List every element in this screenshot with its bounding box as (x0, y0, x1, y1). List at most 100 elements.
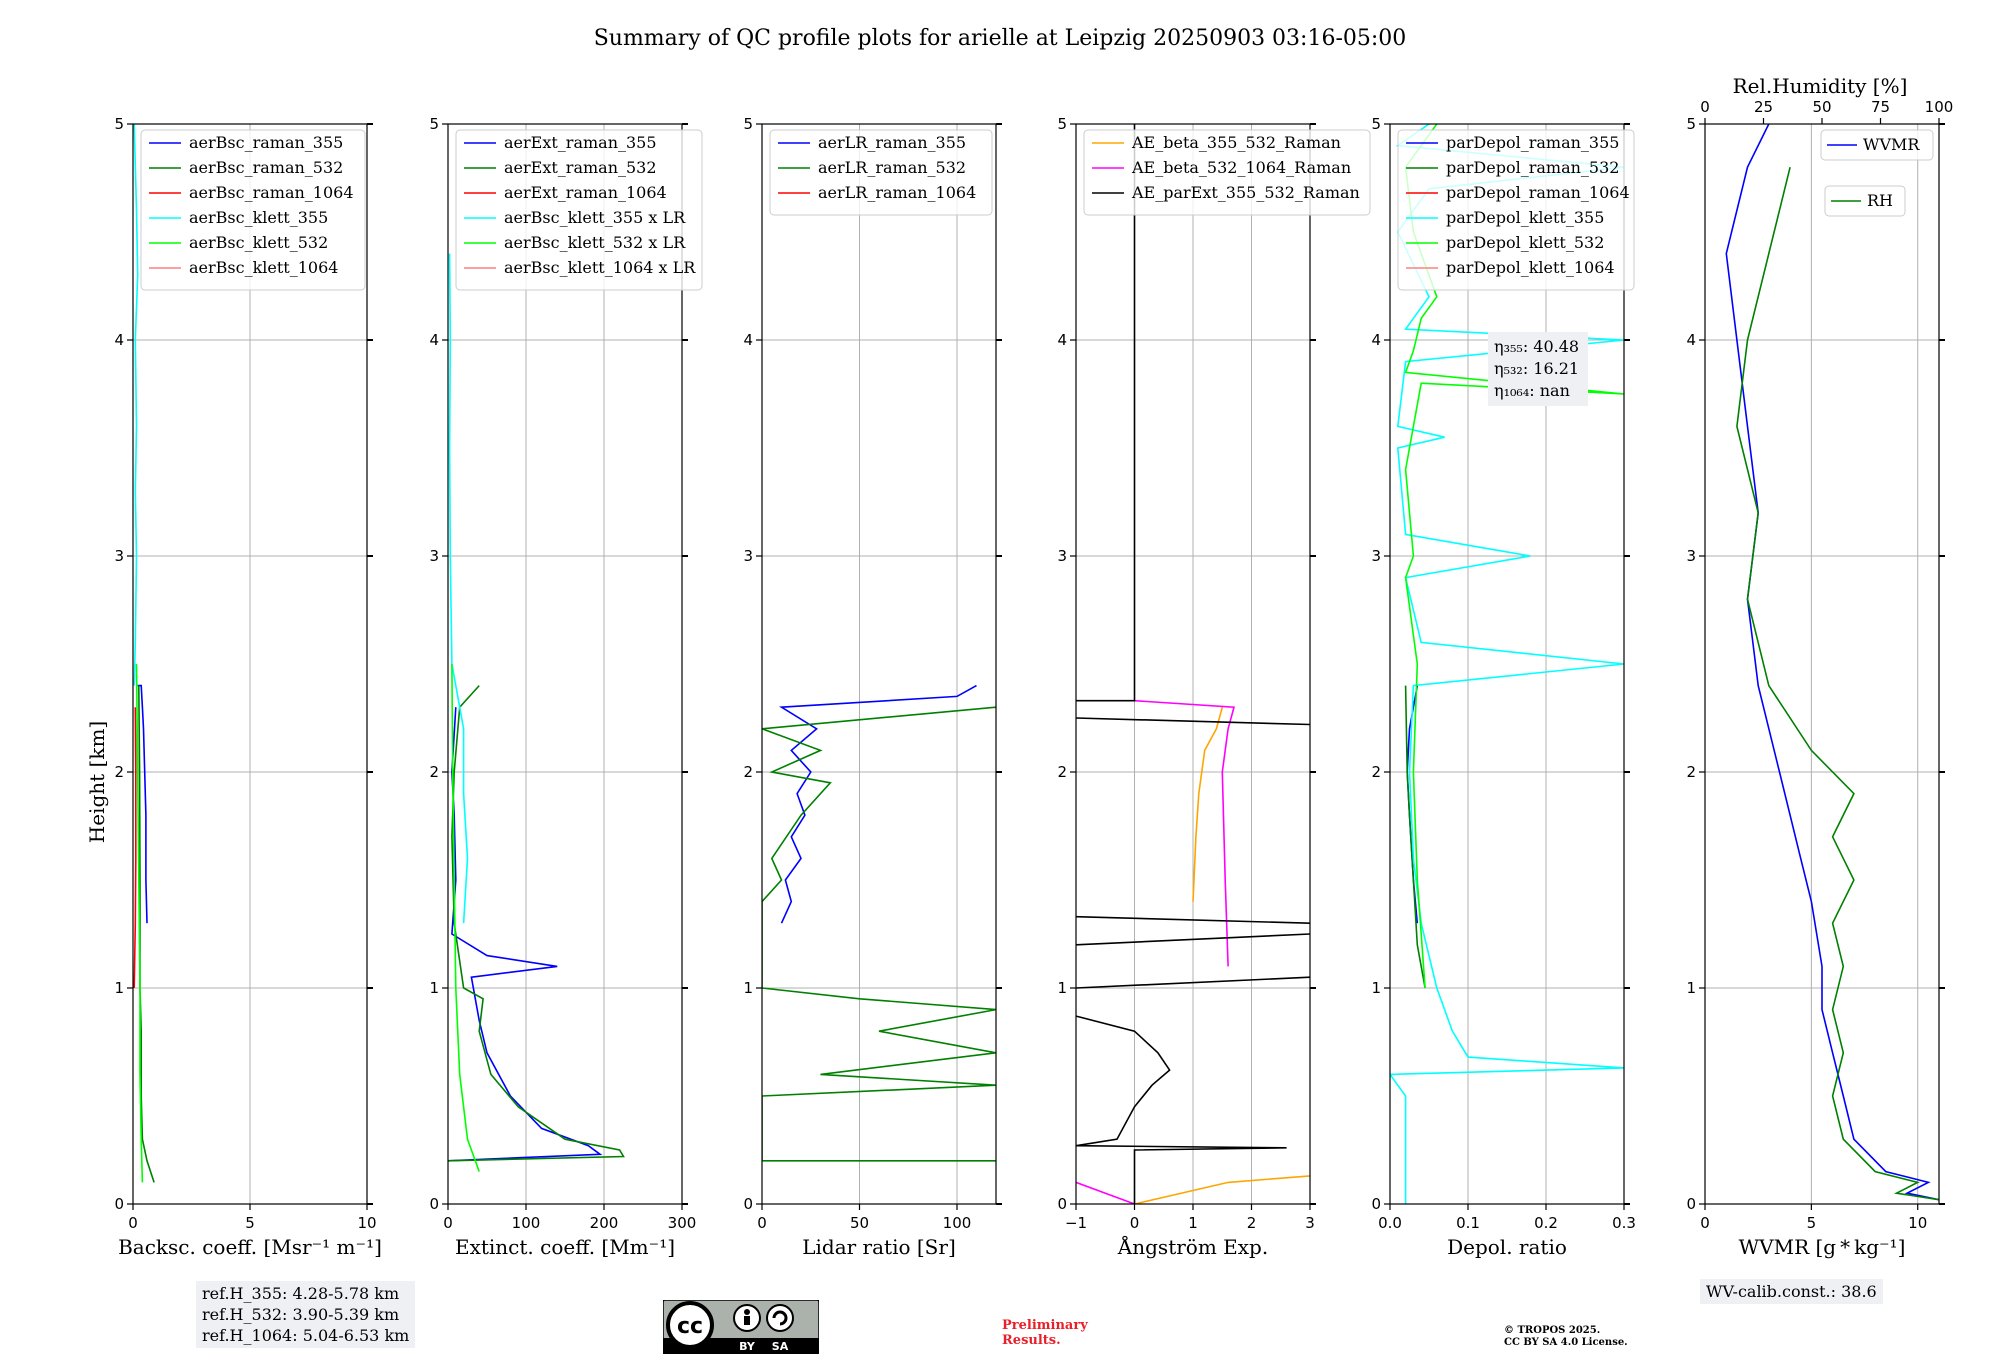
series-aerLR_raman_532 (762, 706, 996, 1162)
x-tick-label: 200 (590, 1214, 619, 1232)
x-tick-label: 0 (757, 1214, 767, 1232)
y-tick-label: 2 (114, 763, 124, 781)
legend-entry: aerBsc_klett_355 (189, 208, 328, 227)
legend-entry: WVMR (1863, 135, 1920, 154)
copyright-note: © TROPOS 2025. CC BY SA 4.0 License. (1504, 1325, 1628, 1349)
x2-tick-label: 25 (1754, 98, 1773, 116)
y-tick-label: 5 (429, 115, 439, 133)
y-tick-label: 2 (429, 763, 439, 781)
x-tick-label: 300 (668, 1214, 697, 1232)
chart-panel-5: 0.0 0.1 0.2 0.3 0 1 2 3 4 5 Depol. ratio parDepol_r… (1371, 115, 1635, 1259)
cc-text: cc (677, 1314, 703, 1339)
y-tick-label: 1 (429, 979, 439, 997)
y-tick-label: 0 (1057, 1195, 1067, 1213)
series-aerBsc_raman_1064 (133, 707, 137, 989)
legend: aerBsc_raman_355 aerBsc_raman_532 aerBsc_r… (140, 129, 366, 291)
series-AE_parExt_355_532_Raman (1076, 1015, 1287, 1204)
legend: aerLR_raman_355 aerLR_raman_532 aerLR_rama… (769, 129, 993, 216)
legend-entry: RH (1867, 191, 1893, 210)
x2-tick-label: 75 (1871, 98, 1890, 116)
ref-height-532: ref.H_532: 3.90-5.39 km (202, 1305, 400, 1324)
legend-entry: aerBsc_klett_1064 x LR (504, 258, 696, 277)
cc-logo-icon (666, 1301, 714, 1349)
ref-height-355: ref.H_355: 4.28-5.78 km (202, 1284, 400, 1303)
x-tick-label: −1 (1065, 1214, 1087, 1232)
sa-share-icon (766, 1304, 794, 1332)
series-aerBsc_klett_532 (135, 663, 144, 1183)
legend-entry: parDepol_raman_355 (1446, 133, 1619, 152)
x-tick-label: 10 (1908, 1214, 1927, 1232)
y-tick-label: 5 (743, 115, 753, 133)
y-tick-label: 1 (1686, 979, 1696, 997)
cc-by-sa-badge: cc BY SA (663, 1300, 819, 1354)
eta-annotation: η₁₀₆₄: nan (1494, 381, 1570, 400)
x-tick-label: 50 (850, 1214, 869, 1232)
x-tick-label: 0.1 (1456, 1214, 1480, 1232)
x-axis-label: Lidar ratio [Sr] (802, 1235, 956, 1259)
x-tick-label: 0 (1700, 1214, 1710, 1232)
eta-annotation: η₅₃₂: 16.21 (1494, 359, 1579, 378)
y-tick-label: 3 (1371, 547, 1381, 565)
y-tick-label: 2 (1057, 763, 1067, 781)
x2-tick-label: 0 (1700, 98, 1710, 116)
x-tick-label: 5 (245, 1214, 255, 1232)
series-WVMR (1725, 124, 1939, 1201)
by-text: BY (739, 1340, 756, 1353)
series-RH (1736, 167, 1939, 1201)
x2-axis-label: Rel.Humidity [%] (1733, 74, 1908, 98)
y-tick-label: 5 (1686, 115, 1696, 133)
legend-entry: aerBsc_raman_532 (189, 158, 343, 177)
chart-panel-2: 0 100 200 300 0 1 2 3 4 5 Extinct. coeff. [Mm⁻¹] ae… (429, 115, 703, 1259)
wv-calib-const: WV-calib.const.: 38.6 (1706, 1282, 1877, 1301)
x-axis-label: WVMR [g * kg⁻¹] (1739, 1235, 1906, 1259)
series-aerExt_raman_355 (448, 707, 603, 1162)
legend-entry: parDepol_klett_532 (1446, 233, 1604, 252)
y-tick-label: 4 (1371, 331, 1381, 349)
legend-entry: aerBsc_klett_355 x LR (504, 208, 686, 227)
series-aerBsc_raman_355 (137, 684, 148, 924)
y-tick-label: 5 (1371, 115, 1381, 133)
x-tick-label: 1 (1188, 1214, 1198, 1232)
preliminary-line-1: Preliminary (1002, 1318, 1088, 1333)
y-tick-label: 0 (1371, 1195, 1381, 1213)
x-tick-label: 5 (1807, 1214, 1817, 1232)
legend-entry: aerLR_raman_355 (818, 133, 966, 152)
x-axis-label: Backsc. coeff. [Msr⁻¹ m⁻¹] (118, 1235, 382, 1259)
y-tick-label: 0 (429, 1195, 439, 1213)
series-parDepol_raman_532 (1404, 685, 1426, 989)
legend-entry: parDepol_raman_1064 (1446, 183, 1630, 202)
x-tick-label: 2 (1247, 1214, 1257, 1232)
chart-panel-1: 0 5 10 0 1 2 3 4 5 Backsc. coeff. [Msr⁻¹ m⁻¹] aerB… (114, 115, 381, 1259)
legend-entry: aerBsc_raman_1064 (189, 183, 354, 202)
x-tick-label: 0.3 (1612, 1214, 1636, 1232)
sa-text: SA (772, 1340, 789, 1353)
copyright-line-2: CC BY SA 4.0 License. (1504, 1337, 1628, 1348)
y-tick-label: 3 (1686, 547, 1696, 565)
x2-tick-label: 50 (1812, 98, 1831, 116)
preliminary-line-2: Results. (1002, 1333, 1061, 1348)
y-tick-label: 2 (1371, 763, 1381, 781)
legend-entry: parDepol_raman_532 (1446, 158, 1619, 177)
series-aerExt_raman_532 (448, 685, 625, 1162)
x-axis-label: Depol. ratio (1447, 1235, 1567, 1259)
legend-entry: AE_parExt_355_532_Raman (1131, 183, 1360, 202)
y-tick-label: 3 (114, 547, 124, 565)
legend: AE_beta_355_532_Raman AE_beta_532_1064_Ra… (1083, 129, 1371, 216)
wv-calib-box: WV-calib.const.: 38.6 (1700, 1279, 1883, 1304)
figure-title: Summary of QC profile plots for arielle … (594, 26, 1407, 51)
x-tick-label: 100 (943, 1214, 972, 1232)
ref-height-box: ref.H_355: 4.28-5.78 km ref.H_532: 3.90-… (196, 1281, 416, 1348)
legend-entry: AE_beta_355_532_Raman (1131, 133, 1341, 152)
plot-frame (761, 123, 997, 1205)
legend-entry: aerBsc_raman_355 (189, 133, 343, 152)
x-axis-label: Ångström Exp. (1117, 1234, 1268, 1259)
series-AE_parExt_355_532_Raman (1076, 976, 1310, 989)
series-AE_beta_355_532_Raman (1192, 706, 1224, 902)
y-tick-label: 4 (743, 331, 753, 349)
legend: aerExt_raman_355 aerExt_raman_532 aerExt_r… (455, 129, 703, 291)
x-tick-label: 100 (512, 1214, 541, 1232)
eta-annotation: η₃₅₅: 40.48 (1494, 337, 1579, 356)
y-tick-label: 0 (1686, 1195, 1696, 1213)
